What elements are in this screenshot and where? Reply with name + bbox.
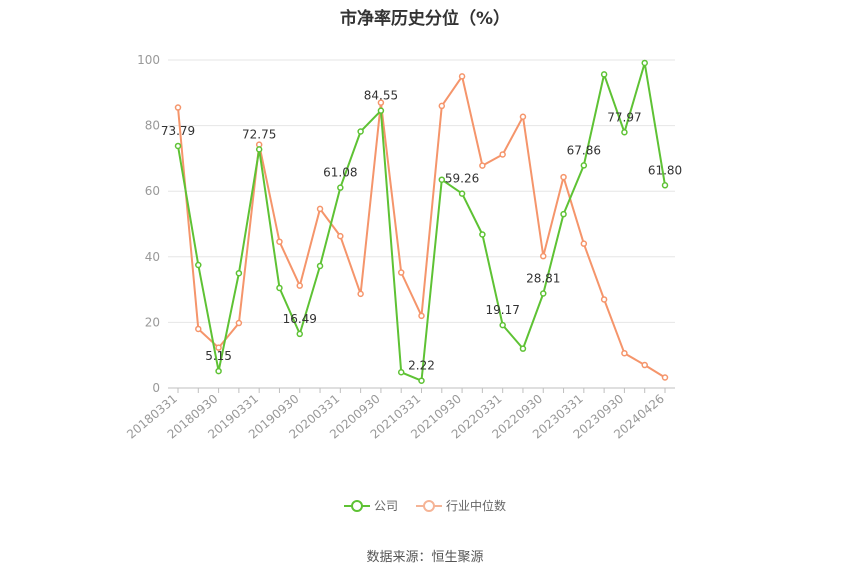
data-point-industry-median bbox=[215, 344, 222, 351]
data-source-note: 数据来源：恒生聚源 bbox=[366, 550, 484, 565]
data-label: 59.26 bbox=[445, 172, 479, 186]
data-point-company bbox=[174, 142, 182, 150]
data-point-industry-median bbox=[600, 296, 608, 303]
data-point-industry-median bbox=[479, 162, 486, 169]
series-line-industry-median bbox=[177, 75, 666, 379]
data-point-company bbox=[276, 284, 283, 292]
data-point-company bbox=[296, 330, 303, 338]
y-tick-label: 60 bbox=[145, 184, 160, 198]
data-point-industry-median bbox=[397, 269, 405, 276]
axes: 0204060801002018033120180930201903312019… bbox=[124, 53, 675, 442]
data-point-company bbox=[255, 146, 263, 153]
legend-label-company: 公司 bbox=[373, 499, 398, 513]
data-label: 5.15 bbox=[205, 349, 232, 363]
data-point-industry-median bbox=[519, 113, 527, 120]
data-point-company bbox=[540, 290, 547, 297]
data-label: 72.75 bbox=[242, 127, 276, 141]
data-label: 67.86 bbox=[567, 143, 601, 157]
data-label: 16.49 bbox=[283, 312, 317, 326]
data-point-industry-median bbox=[195, 325, 202, 333]
data-label: 84.55 bbox=[364, 89, 398, 103]
data-point-industry-median bbox=[316, 205, 324, 213]
data-point-company bbox=[458, 190, 466, 197]
data-point-industry-median bbox=[418, 312, 425, 320]
y-tick-label: 80 bbox=[145, 119, 160, 133]
data-point-industry-median bbox=[580, 240, 588, 247]
legend-item-company[interactable]: 公司 bbox=[343, 497, 398, 514]
data-point-industry-median bbox=[540, 252, 547, 260]
data-point-company bbox=[377, 107, 385, 114]
data-point-industry-median bbox=[174, 104, 182, 111]
data-point-company bbox=[397, 369, 405, 376]
data-point-company bbox=[499, 321, 506, 329]
data-point-industry-median bbox=[499, 151, 506, 158]
data-point-industry-median bbox=[621, 349, 628, 357]
data-label: 73.79 bbox=[161, 124, 195, 138]
data-point-industry-median bbox=[458, 73, 466, 80]
data-point-company bbox=[316, 262, 324, 270]
data-point-company bbox=[560, 210, 567, 218]
data-point-industry-median bbox=[560, 173, 567, 181]
series-lines bbox=[174, 59, 669, 384]
legend-marker-company bbox=[343, 499, 370, 512]
data-point-industry-median bbox=[377, 99, 385, 106]
legend-item-industry-median[interactable]: 行业中位数 bbox=[416, 497, 506, 514]
data-label: 19.17 bbox=[485, 303, 519, 317]
data-point-company bbox=[357, 128, 364, 135]
data-point-industry-median bbox=[438, 102, 446, 110]
y-tick-label: 0 bbox=[152, 381, 160, 395]
data-point-company bbox=[661, 182, 669, 189]
data-label: 28.81 bbox=[526, 272, 560, 286]
legend: 公司 行业中位数 bbox=[0, 497, 850, 514]
data-point-industry-median bbox=[276, 238, 283, 245]
data-labels: 73.79 5.15 72.75 16.49 61.08 84.55 2.22 59.26 19… bbox=[161, 89, 682, 373]
data-point-industry-median bbox=[235, 319, 243, 327]
legend-label-industry-median: 行业中位数 bbox=[446, 499, 507, 513]
data-point-industry-median bbox=[296, 282, 303, 289]
data-point-company bbox=[479, 231, 486, 238]
data-point-company bbox=[621, 129, 628, 136]
legend-marker-industry-median bbox=[416, 499, 442, 512]
grid-lines bbox=[168, 59, 675, 323]
data-point-company bbox=[580, 162, 588, 169]
y-tick-label: 40 bbox=[145, 250, 160, 264]
data-point-industry-median bbox=[661, 374, 669, 381]
line-chart: 0204060801002018033120180930201903312019… bbox=[124, 53, 682, 442]
data-label: 77.97 bbox=[607, 110, 641, 124]
data-point-company bbox=[641, 59, 648, 67]
data-label: 61.08 bbox=[323, 166, 357, 180]
data-point-industry-median bbox=[337, 232, 344, 240]
y-tick-label: 100 bbox=[137, 53, 160, 67]
data-point-company bbox=[418, 377, 425, 384]
data-point-company bbox=[438, 176, 446, 183]
y-tick-label: 20 bbox=[145, 315, 160, 329]
data-point-company bbox=[215, 367, 222, 375]
data-point-industry-median bbox=[357, 290, 364, 298]
data-label: 61.80 bbox=[648, 163, 682, 177]
data-point-company bbox=[600, 71, 608, 78]
data-point-company bbox=[337, 184, 344, 191]
data-label: 2.22 bbox=[408, 359, 435, 373]
data-point-company bbox=[235, 269, 243, 277]
data-point-industry-median bbox=[641, 361, 648, 369]
chart-title: 市净率历史分位（%） bbox=[339, 9, 511, 29]
data-point-company bbox=[519, 345, 527, 352]
data-point-company bbox=[195, 261, 202, 269]
